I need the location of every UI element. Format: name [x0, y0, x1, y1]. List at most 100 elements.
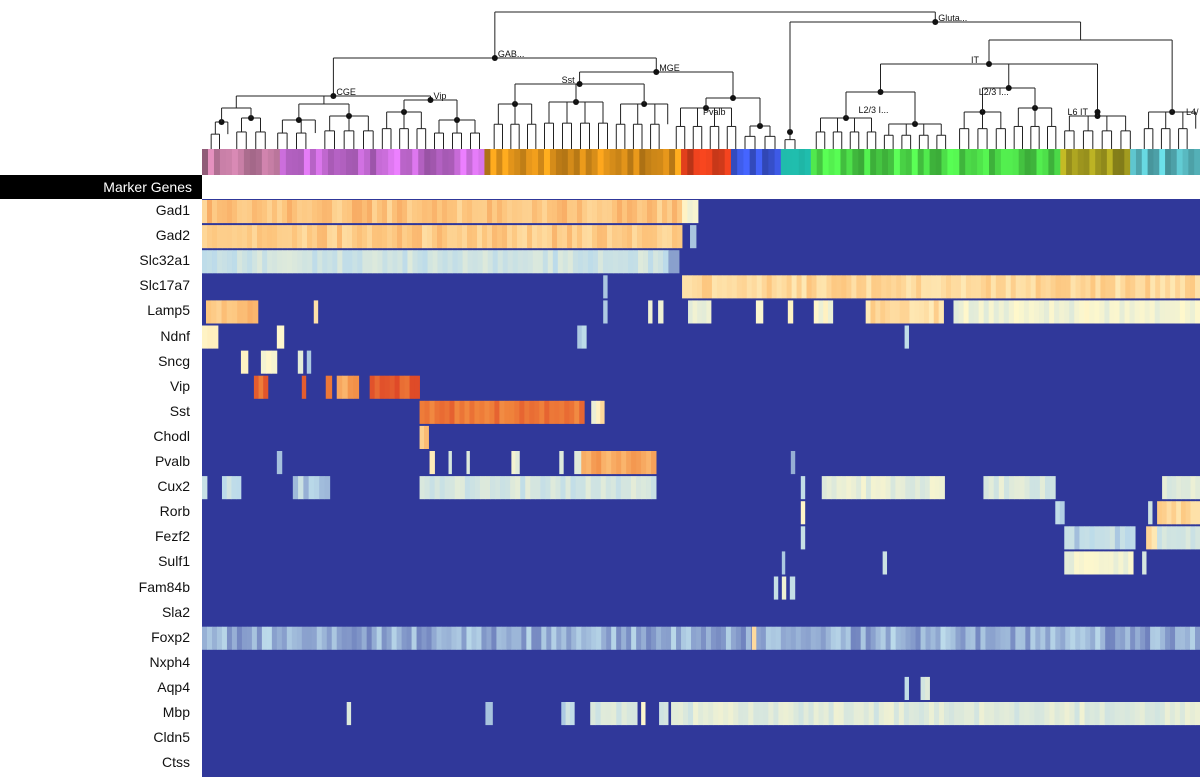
expression-block-lamp5	[953, 300, 1200, 324]
cluster-color-cell	[905, 149, 913, 175]
heatmap-cell	[1019, 476, 1025, 500]
heatmap-cell	[312, 200, 318, 224]
heatmap-cell	[1013, 300, 1020, 324]
heatmap-cell	[217, 225, 223, 249]
expression-block-ndnf	[577, 325, 587, 349]
cluster-color-cell	[520, 149, 527, 175]
heatmap-cell	[1100, 275, 1106, 299]
heatmap-cell	[1110, 275, 1116, 299]
heatmap-cell	[301, 375, 307, 399]
heatmap-cell	[630, 476, 637, 500]
heatmap-cell	[1009, 476, 1015, 500]
heatmap-cell	[352, 200, 358, 224]
heatmap-cell	[1109, 702, 1116, 726]
heatmap-cell	[297, 250, 303, 274]
heatmap-cell	[247, 225, 253, 249]
heatmap-cell	[332, 225, 338, 249]
heatmap-cell	[946, 275, 952, 299]
heatmap-cell	[686, 626, 692, 650]
expression-block-lamp5	[603, 300, 608, 324]
heatmap-cell	[906, 275, 912, 299]
heatmap-cell	[1075, 626, 1081, 650]
heatmap-cell	[537, 250, 544, 274]
heatmap-cell	[369, 375, 376, 399]
heatmap-cell	[938, 300, 944, 324]
heatmap-cell	[376, 626, 383, 650]
heatmap-cell	[898, 702, 905, 726]
expression-block-vip	[301, 375, 307, 399]
heatmap-cell	[572, 225, 578, 249]
cluster-color-cell	[994, 149, 1002, 175]
heatmap-cell	[387, 250, 393, 274]
heatmap-cell	[1135, 626, 1141, 650]
heatmap-cell	[795, 626, 802, 650]
heatmap-cell	[1166, 501, 1172, 525]
heatmap-cell	[851, 275, 857, 299]
heatmap-cell	[1144, 300, 1151, 324]
heatmap-cell	[828, 702, 835, 726]
heatmap-cell	[407, 225, 413, 249]
cluster-color-cell	[291, 149, 299, 175]
heatmap-cell	[728, 702, 734, 726]
heatmap-cell	[379, 375, 386, 399]
heatmap-cell	[417, 225, 423, 249]
heatmap-cell	[806, 275, 812, 299]
gene-label-sla2: Sla2	[161, 603, 190, 620]
heatmap-cell	[581, 451, 587, 475]
cluster-color-cell	[418, 149, 425, 175]
heatmap-cell	[471, 626, 477, 650]
cluster-color-cell	[370, 149, 377, 175]
heatmap-cell	[909, 300, 915, 324]
expression-block-cux2	[419, 476, 657, 500]
heatmap-cell	[522, 225, 528, 249]
heatmap-cell	[626, 626, 632, 650]
heatmap-cell	[848, 702, 855, 726]
heatmap-cell	[950, 626, 956, 650]
cluster-color-cell	[285, 149, 293, 175]
heatmap-cell	[454, 476, 461, 500]
heatmap-cell	[266, 350, 272, 374]
heatmap-cell	[925, 626, 931, 650]
heatmap-cell	[337, 225, 343, 249]
cluster-color-cell	[579, 149, 587, 175]
cluster-color-cell	[977, 149, 984, 175]
heatmap-cell	[1084, 300, 1090, 324]
cluster-color-cell	[983, 149, 990, 175]
cluster-color-cell	[681, 149, 688, 175]
heatmap-cell	[758, 702, 764, 726]
heatmap-cell	[838, 702, 845, 726]
heatmap-cell	[535, 476, 541, 500]
heatmap-cell	[526, 626, 532, 650]
heatmap-cell	[292, 200, 298, 224]
heatmap-cell	[631, 626, 637, 650]
heatmap-cell	[715, 626, 722, 650]
heatmap-cell	[392, 250, 398, 274]
heatmap-cell	[261, 626, 268, 650]
heatmap-cell	[1176, 526, 1182, 550]
heatmap-cell	[297, 225, 303, 249]
heatmap-cell	[1105, 626, 1111, 650]
cluster-color-cell	[1176, 149, 1183, 175]
cluster-color-cell	[1006, 149, 1014, 175]
heatmap-cell	[567, 200, 573, 224]
heatmap-cell	[600, 476, 607, 500]
heatmap-cell	[651, 451, 657, 475]
heatmap-cell	[567, 225, 573, 249]
gene-label-ndnf: Ndnf	[160, 327, 190, 344]
heatmap-cell	[979, 702, 985, 726]
heatmap-cell	[706, 275, 713, 299]
heatmap-cell	[651, 626, 657, 650]
heatmap-cell	[1185, 476, 1191, 500]
heatmap-cell	[1170, 275, 1176, 299]
heatmap-cell	[945, 626, 951, 650]
cluster-color-cell	[1066, 149, 1073, 175]
heatmap-cell	[1054, 300, 1060, 324]
heatmap-cell	[427, 225, 433, 249]
heatmap-cell	[1169, 702, 1176, 726]
gene-label-chodl: Chodl	[153, 427, 190, 444]
heatmap-cell	[592, 225, 598, 249]
heatmap-cell	[436, 626, 442, 650]
heatmap-cell	[1059, 702, 1065, 726]
heatmap-cell	[515, 451, 520, 475]
heatmap-cell	[484, 476, 491, 500]
